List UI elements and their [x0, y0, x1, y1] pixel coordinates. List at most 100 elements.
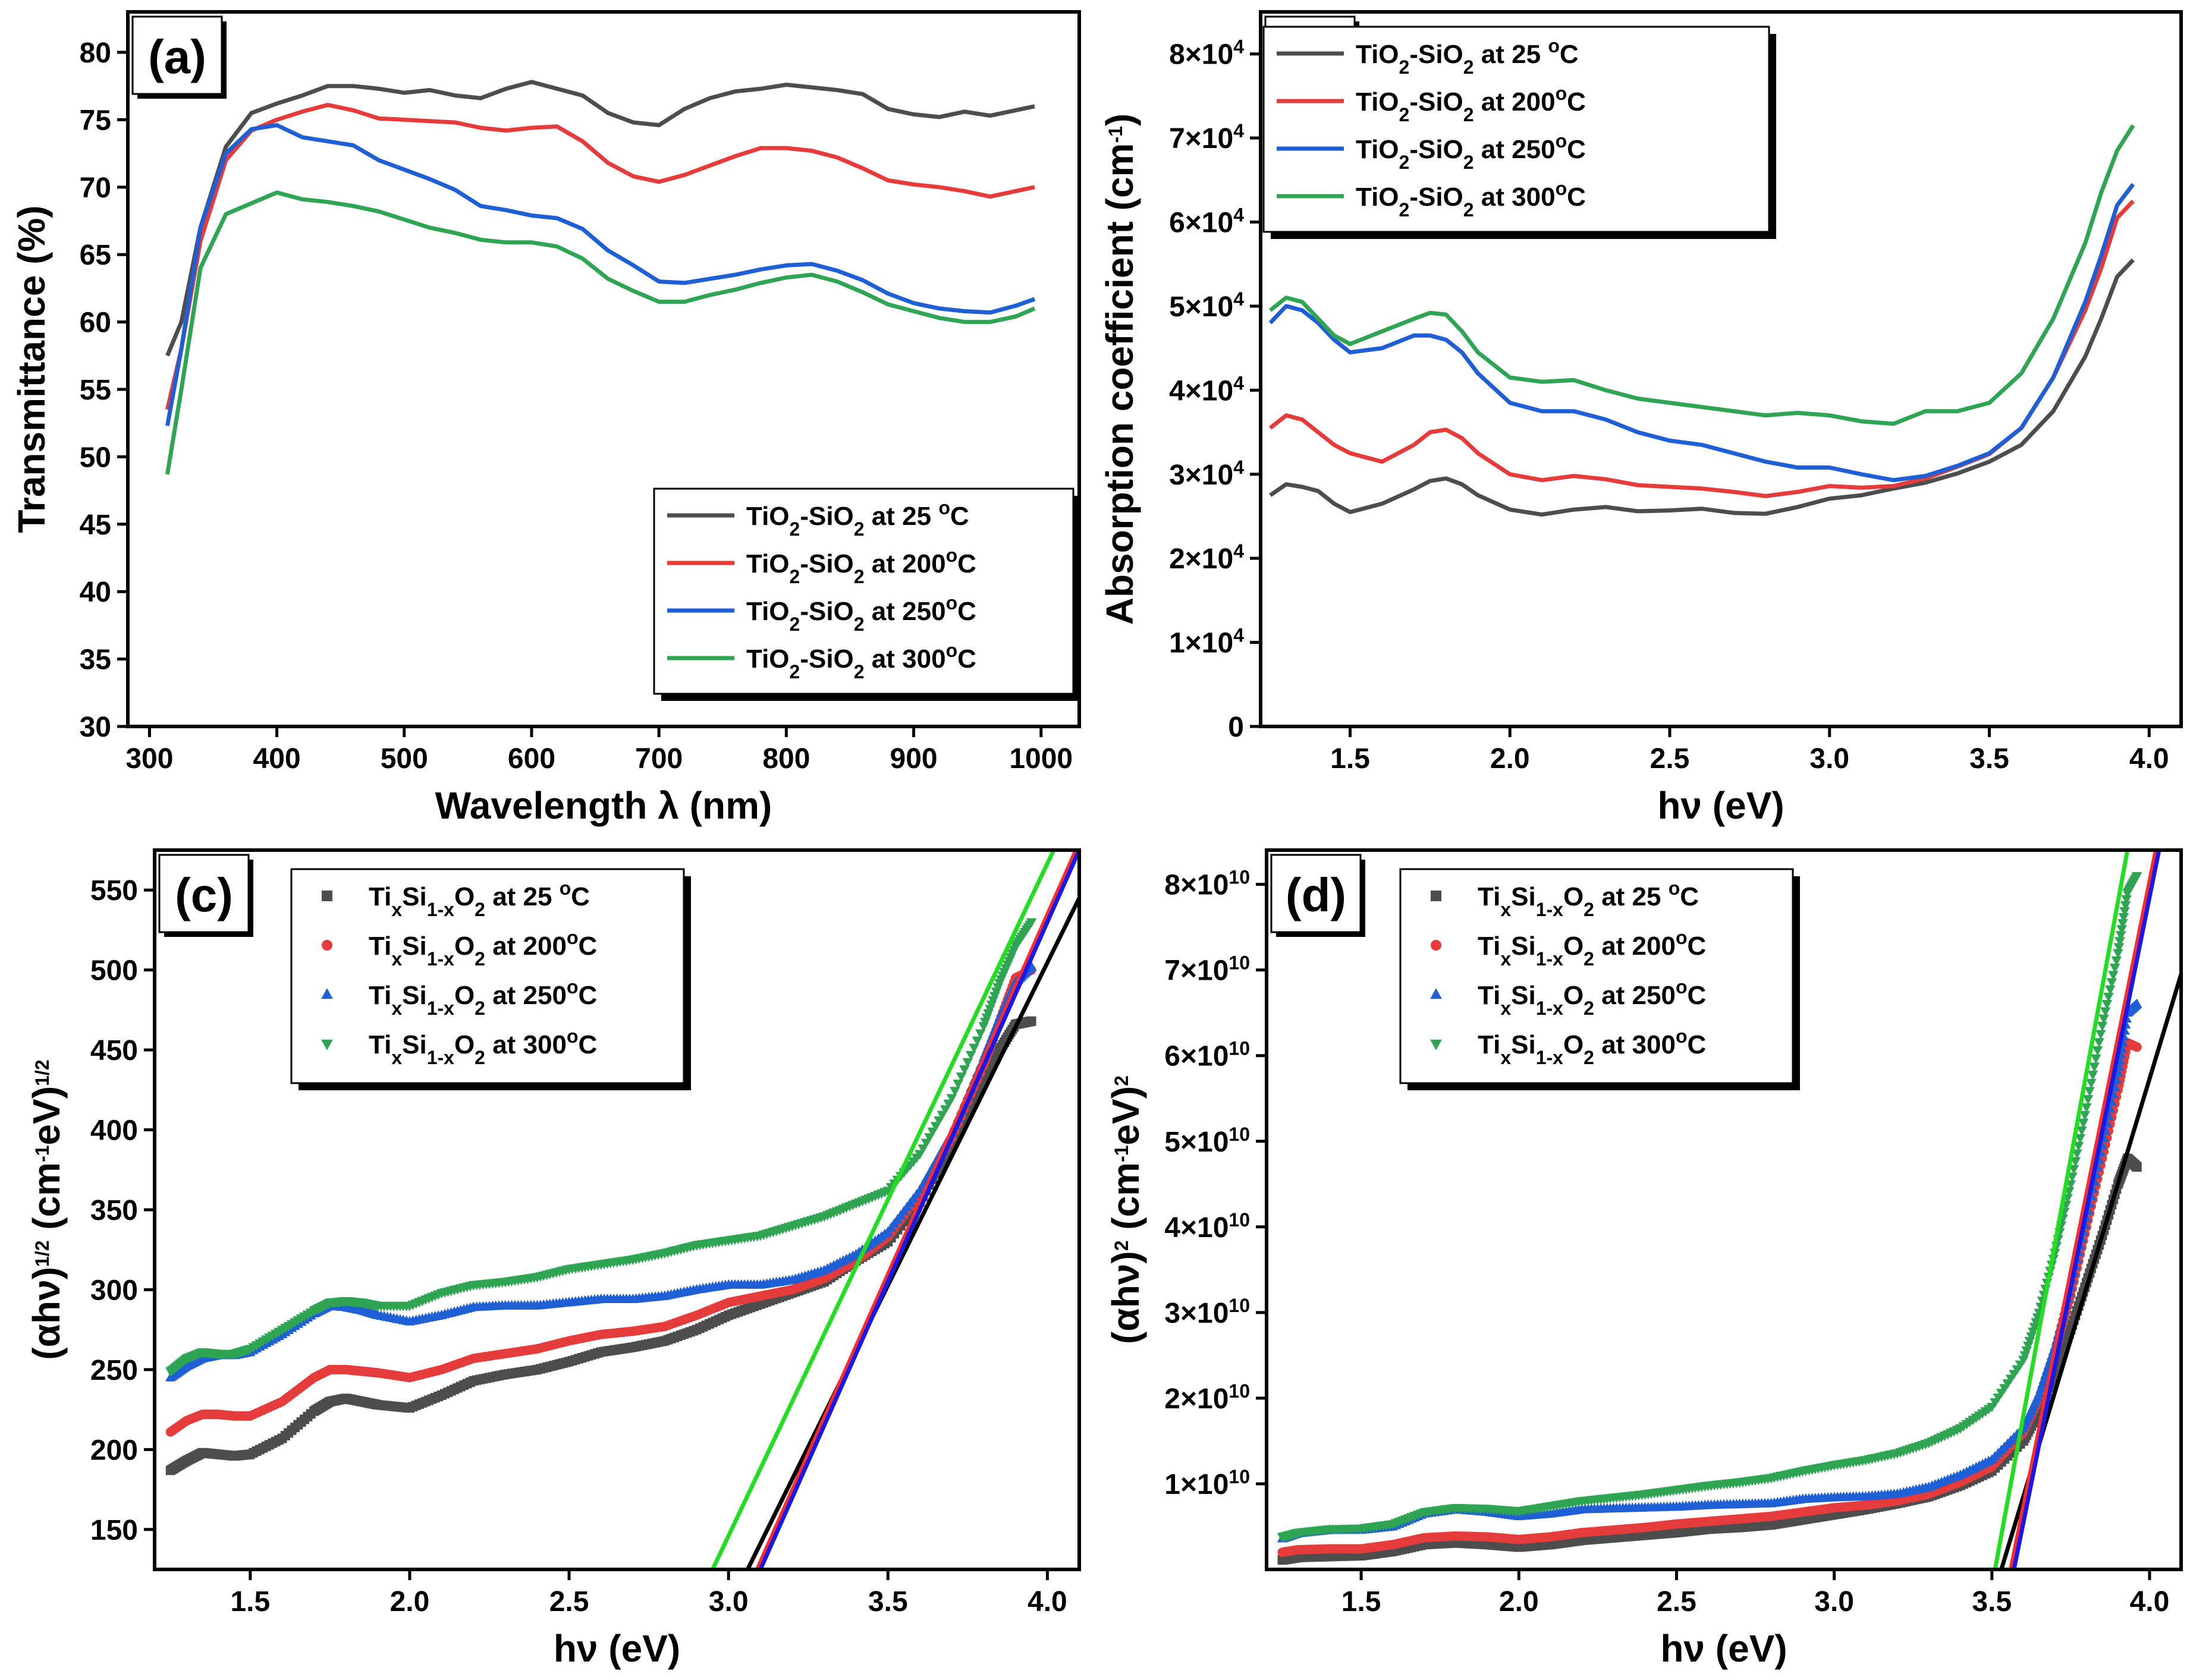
- text-run: h: [554, 1627, 577, 1670]
- data-point: [2101, 1000, 2113, 1010]
- data-point: [2119, 907, 2130, 917]
- text-sup: 4: [1233, 36, 1244, 58]
- text-run: O: [1563, 981, 1584, 1010]
- y-tick-label: 4×104: [1169, 372, 1244, 407]
- data-point: [2079, 1110, 2091, 1121]
- fit-line-3: [1993, 850, 2130, 1569]
- text-sub: 1-x: [1536, 899, 1563, 920]
- text-sup: 4: [1233, 372, 1244, 394]
- x-axis-label: Wavelength λ (nm): [435, 784, 772, 827]
- legend-swatch: [322, 940, 332, 951]
- text-run: O: [454, 882, 475, 911]
- text-run: 4×10: [1164, 1212, 1229, 1244]
- data-point: [2097, 1021, 2108, 1031]
- text-run: Ti: [369, 932, 391, 961]
- text-run: (eV): [598, 1627, 681, 1670]
- text-run: TiO: [1356, 87, 1399, 117]
- panel-label-box: [131, 15, 223, 95]
- text-sup: 2: [1111, 1240, 1132, 1251]
- data-point: [2111, 956, 2122, 966]
- text-run: Ti: [369, 882, 391, 911]
- text-sup: 4: [1233, 457, 1244, 478]
- text-run: C: [571, 882, 590, 911]
- data-point: [2100, 1007, 2111, 1017]
- text-sub: x: [1500, 1047, 1511, 1068]
- text-sub: 2: [1463, 56, 1474, 78]
- data-point: [2109, 963, 2120, 973]
- text-run: -SiO: [800, 549, 853, 578]
- y-tick-label: 450: [90, 1035, 138, 1066]
- legend-item-1: TiO2-SiO2 at 200oC: [1277, 83, 1586, 125]
- text-sup: 1/2: [32, 1059, 53, 1086]
- text-sup: o: [946, 545, 958, 566]
- text-sub: 2: [1399, 104, 1410, 125]
- data-point: [2075, 1134, 2086, 1144]
- data-point: [2094, 1038, 2104, 1048]
- data-point: [972, 1036, 983, 1046]
- legend-item-0: TixSi1-xO2 at 25 oC: [1431, 877, 1699, 920]
- text-run: Ti: [1478, 882, 1500, 911]
- x-tick-label: 4.0: [1028, 1586, 1067, 1618]
- series-line-1: [165, 103, 1035, 410]
- legend-label: TixSi1-xO2 at 300oC: [1478, 1025, 1706, 1068]
- text-run: at 25: [1474, 40, 1548, 69]
- y-tick-label: 1×1010: [1164, 1466, 1250, 1500]
- text-run: ν: [1680, 784, 1702, 827]
- data-point: [962, 1058, 973, 1068]
- text-run: at 25: [485, 882, 560, 911]
- data-point: [2072, 1149, 2082, 1159]
- text-run: ν: [1104, 1264, 1147, 1285]
- fit-line-0: [746, 897, 1079, 1569]
- y-tick-label: 400: [90, 1115, 138, 1147]
- legend-item-0: TixSi1-xO2 at 25 oC: [322, 877, 590, 920]
- y-tick-label: 5×104: [1169, 288, 1244, 323]
- text-run: C: [579, 932, 598, 961]
- y-tick-label: 6×1010: [1164, 1038, 1250, 1072]
- text-run: 6×10: [1164, 1041, 1229, 1072]
- data-point: [956, 1072, 967, 1083]
- text-run: at 25: [1594, 882, 1669, 911]
- text-run: (α: [25, 1324, 68, 1360]
- legend-label: TiO2-SiO2 at 200oC: [746, 545, 976, 587]
- panel-c: 1.5 2.0 2.5 3.0 3.5 4.0 150 200 250 300 350 400 450 5…: [25, 848, 1081, 1670]
- data-point: [953, 1080, 964, 1090]
- text-sub: 2: [854, 518, 865, 540]
- legend-label: TiO2-SiO2 at 200oC: [1356, 83, 1586, 125]
- series-line-2: [165, 123, 1036, 426]
- text-run: Ti: [369, 1030, 391, 1059]
- text-run: C: [1560, 40, 1579, 69]
- y-tick-label: 500: [90, 955, 138, 987]
- data-point: [2113, 949, 2123, 959]
- y-axis-label: (αhν)2 (cm-1eV)2: [1104, 1075, 1147, 1344]
- text-run: at 200: [485, 932, 567, 961]
- text-sub: x: [391, 1047, 402, 1068]
- text-sup: o: [1556, 178, 1567, 199]
- legend-box: [1399, 868, 1794, 1084]
- text-run: TiO: [746, 549, 790, 578]
- y-tick-label: 350: [90, 1195, 138, 1226]
- fit-line-2: [2012, 850, 2161, 1569]
- y-tick-label: 8×104: [1169, 36, 1244, 71]
- x-tick-label: 2.5: [549, 1586, 589, 1618]
- data-point: [2098, 1014, 2109, 1024]
- data-point: [2131, 872, 2142, 882]
- text-sup: o: [1676, 976, 1688, 998]
- x-tick-label: 2.5: [1657, 1586, 1696, 1618]
- text-sup: 10: [1229, 867, 1250, 888]
- text-run: at 25: [865, 502, 939, 531]
- text-run: C: [950, 502, 969, 531]
- y-tick-label: 8×1010: [1164, 867, 1250, 901]
- text-sub: 1-x: [427, 1047, 454, 1068]
- y-tick-label: 0: [1228, 712, 1244, 743]
- y-tick-label: 80: [80, 37, 111, 69]
- y-axis-label: Transmittance (%): [10, 205, 53, 533]
- data-point: [2076, 1126, 2087, 1136]
- text-run: 1×10: [1169, 628, 1233, 659]
- y-tick-label: 3×1010: [1164, 1295, 1250, 1329]
- text-run: ): [1104, 1251, 1147, 1263]
- legend-label: TiO2-SiO2 at 25 oC: [746, 497, 969, 540]
- legend-item-0: TiO2-SiO2 at 25 oC: [1277, 35, 1579, 78]
- text-sub: 2: [1399, 199, 1410, 221]
- series-3: [165, 918, 1037, 1377]
